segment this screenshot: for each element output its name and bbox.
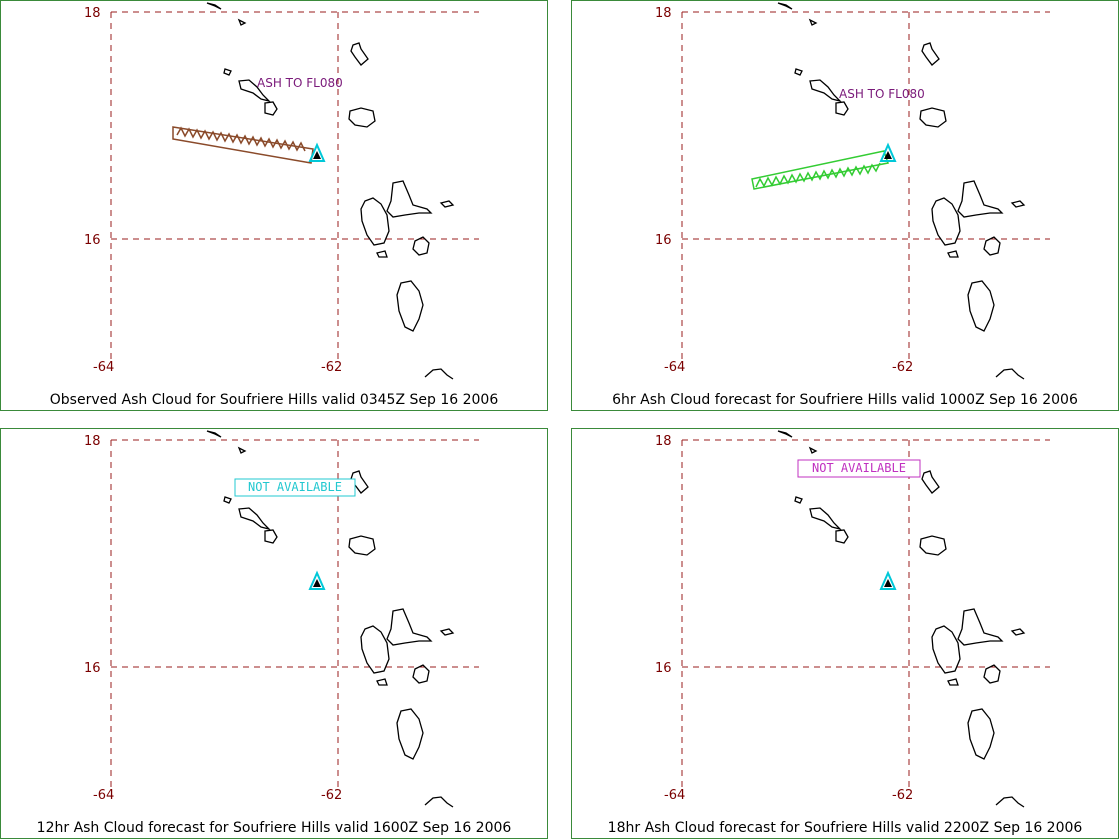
- coastlines: [206, 2, 455, 380]
- lat-16-label: 16: [655, 233, 672, 248]
- lon-62-label: -62: [892, 788, 913, 803]
- caption-6hr: 6hr Ash Cloud forecast for Soufriere Hil…: [612, 392, 1078, 408]
- lon-64-label: -64: [664, 788, 685, 803]
- caption-18hr: 18hr Ash Cloud forecast for Soufriere Hi…: [607, 820, 1083, 836]
- map-observed: 18 16 -64 -62 ASH TO FL080: [84, 2, 479, 380]
- lon-62-label: -62: [892, 360, 913, 375]
- not-available-box: NOT AVAILABLE: [797, 459, 921, 478]
- map-18hr: 18 16 -64 -62 NOT AVAILABLE: [655, 430, 1050, 808]
- panel-18hr: 18 16 -64 -62 NOT AVAILABLE: [571, 428, 1119, 839]
- caption-observed: Observed Ash Cloud for Soufriere Hills v…: [49, 392, 499, 408]
- lat-18-label: 18: [84, 6, 101, 21]
- lon-62-label: -62: [321, 788, 342, 803]
- not-available-label: NOT AVAILABLE: [248, 480, 342, 494]
- lat-18-label: 18: [655, 6, 672, 21]
- lon-64-label: -64: [664, 360, 685, 375]
- lat-18-label: 18: [655, 434, 672, 449]
- graticule: [681, 11, 1050, 361]
- not-available-box: NOT AVAILABLE: [234, 478, 356, 497]
- volcano-icon: [879, 142, 897, 162]
- panel-6hr: 18 16 -64 -62 ASH TO FL080: [571, 0, 1119, 411]
- caption-12hr: 12hr Ash Cloud forecast for Soufriere Hi…: [36, 820, 512, 836]
- ash-altitude-label: ASH TO FL080: [839, 87, 925, 101]
- panel-observed: 18 16 -64 -62 ASH TO FL080: [0, 0, 548, 411]
- coastlines: [777, 430, 1026, 808]
- lon-62-label: -62: [321, 360, 342, 375]
- map-12hr: 18 16 -64 -62 NOT AVAILABLE: [84, 430, 479, 808]
- lat-18-label: 18: [84, 434, 101, 449]
- lon-64-label: -64: [93, 360, 114, 375]
- lat-16-label: 16: [84, 661, 101, 676]
- graticule: [681, 439, 1050, 789]
- lat-16-label: 16: [84, 233, 101, 248]
- graticule: [110, 11, 479, 361]
- coastlines: [777, 2, 1026, 380]
- lon-64-label: -64: [93, 788, 114, 803]
- volcano-icon: [308, 142, 326, 162]
- ash-cloud-6hr: [751, 150, 889, 190]
- not-available-label: NOT AVAILABLE: [812, 461, 906, 475]
- ash-cloud-observed: [172, 126, 314, 164]
- lat-16-label: 16: [655, 661, 672, 676]
- panel-12hr: 18 16 -64 -62 NOT AVAILABLE: [0, 428, 548, 839]
- volcano-icon: [308, 570, 326, 590]
- ash-altitude-label: ASH TO FL080: [257, 76, 343, 90]
- volcano-icon: [879, 570, 897, 590]
- map-6hr: 18 16 -64 -62 ASH TO FL080: [655, 2, 1050, 380]
- graticule: [110, 439, 479, 789]
